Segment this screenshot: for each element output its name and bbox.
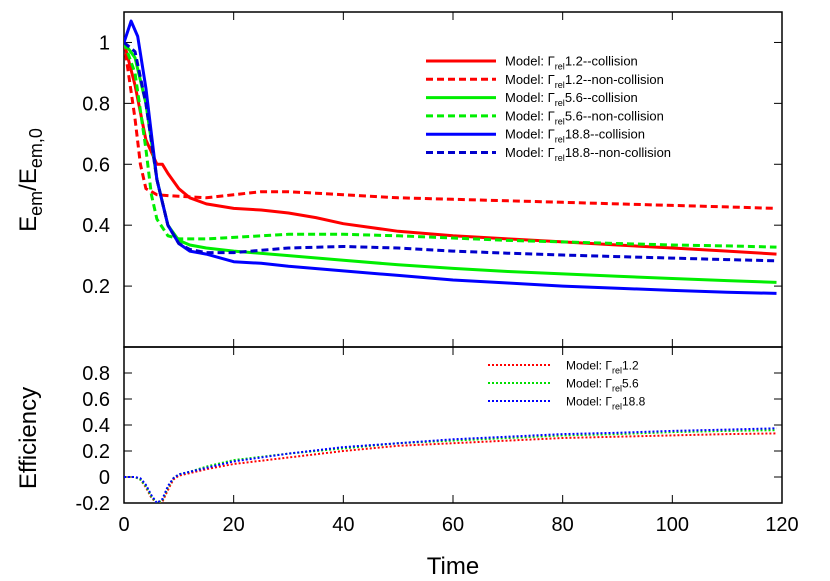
bottom-y-tick-label: 0 — [99, 467, 110, 489]
legend-subscript: rel — [555, 98, 565, 108]
x-axis-label: Time — [427, 553, 479, 580]
bottom-y-tick-label: 0.8 — [82, 363, 110, 385]
x-tick-label: 120 — [765, 514, 798, 536]
x-tick-label: 100 — [656, 514, 689, 536]
series-line-0-0 — [124, 42, 777, 256]
legend-subscript: rel — [555, 62, 565, 72]
bottom-y-tick-label: 0.6 — [82, 389, 110, 411]
legend-entry: Model: Γrel5.6--non-collision — [505, 108, 664, 126]
legend-suffix: 18.8--non-collision — [565, 145, 671, 160]
legend-suffix: 18.8 — [622, 395, 646, 409]
legend-prefix: Model: Γ — [505, 127, 555, 142]
legend-prefix: Model: Γ — [566, 395, 612, 409]
legend-prefix: Model: Γ — [505, 54, 555, 69]
legend-prefix: Model: Γ — [505, 90, 555, 105]
legend-subscript: rel — [555, 135, 565, 145]
legend-suffix: 5.6 — [622, 377, 639, 391]
bottom-y-tick-label: -0.2 — [76, 493, 110, 515]
efficiency-label: Efficiency — [15, 387, 42, 489]
x-tick-label: 80 — [552, 514, 574, 536]
series-line-0-3 — [124, 41, 777, 249]
legend-subscript: rel — [612, 384, 622, 394]
x-tick-label: 60 — [442, 514, 464, 536]
series-line-0-5 — [124, 41, 777, 263]
bottom-plot-frame — [123, 346, 783, 504]
legend-entry: Model: Γrel5.6--collision — [505, 90, 638, 108]
axis-labels: Eem/Eem,0 Efficiency Time — [15, 128, 479, 580]
top-y-axis-label-text: Eem/Eem,0 — [15, 128, 46, 232]
legend-entry: Model: Γrel1.2--collision — [505, 54, 638, 72]
ylabel-sub2: em,0 — [26, 128, 46, 168]
x-tick-label: 40 — [332, 514, 354, 536]
legend-suffix: 5.6--collision — [565, 90, 638, 105]
ylabel-main: E — [15, 216, 42, 232]
top-y-axis-label: Eem/Eem,0 — [15, 128, 46, 232]
x-tick-label: 0 — [118, 514, 129, 536]
legend-prefix: Model: Γ — [566, 377, 612, 391]
legend-prefix: Model: Γ — [505, 108, 555, 123]
top-y-tick-label: 0.8 — [82, 93, 110, 115]
legend-suffix: 1.2 — [622, 359, 639, 373]
ylabel-mid: /E — [15, 168, 42, 191]
top-y-tick-label: 1 — [99, 32, 110, 54]
series-lines — [124, 19, 777, 503]
bottom-y-axis-label: Efficiency — [15, 387, 42, 489]
legend-suffix: 5.6--non-collision — [565, 108, 664, 123]
top-y-tick-label: 0.6 — [82, 154, 110, 176]
legend-prefix: Model: Γ — [505, 72, 555, 87]
tick-labels: 0.2 0.4 0.6 0.8 1 -0.2 0 0.2 0.4 0.6 0.8 0 20 40 60 80 1… — [76, 32, 799, 536]
legend-entry: Model: Γrel5.6 — [566, 377, 639, 394]
bottom-y-tick-label: 0.4 — [82, 415, 110, 437]
series-line-0-1 — [124, 42, 777, 210]
ylabel-sub1: em — [26, 191, 46, 216]
top-y-tick-label: 0.4 — [82, 215, 110, 237]
legend-entry: Model: Γrel18.8--non-collision — [505, 145, 671, 163]
legend-subscript: rel — [612, 402, 622, 412]
legend-suffix: 1.2--collision — [565, 54, 638, 69]
top-y-tick-label: 0.2 — [82, 276, 110, 298]
legend-entry: Model: Γrel1.2--non-collision — [505, 72, 664, 90]
legend-prefix: Model: Γ — [505, 145, 555, 160]
bottom-y-tick-label: 0.2 — [82, 441, 110, 463]
x-tick-label: 20 — [223, 514, 245, 536]
legend-entry: Model: Γrel18.8 — [566, 395, 646, 412]
series-line-1-0 — [124, 432, 777, 503]
legend-suffix: 18.8--collision — [565, 127, 645, 142]
tick-marks — [123, 12, 783, 504]
series-line-1-1 — [124, 429, 777, 503]
legend-subscript: rel — [612, 366, 622, 376]
legend-subscript: rel — [555, 153, 565, 163]
legend-subscript: rel — [555, 80, 565, 90]
series-line-1-2 — [124, 427, 777, 503]
legend-entry: Model: Γrel1.2 — [566, 359, 639, 376]
legend-suffix: 1.2--non-collision — [565, 72, 664, 87]
legend-subscript: rel — [555, 116, 565, 126]
legend-entry: Model: Γrel18.8--collision — [505, 127, 645, 145]
legend-prefix: Model: Γ — [566, 359, 612, 373]
